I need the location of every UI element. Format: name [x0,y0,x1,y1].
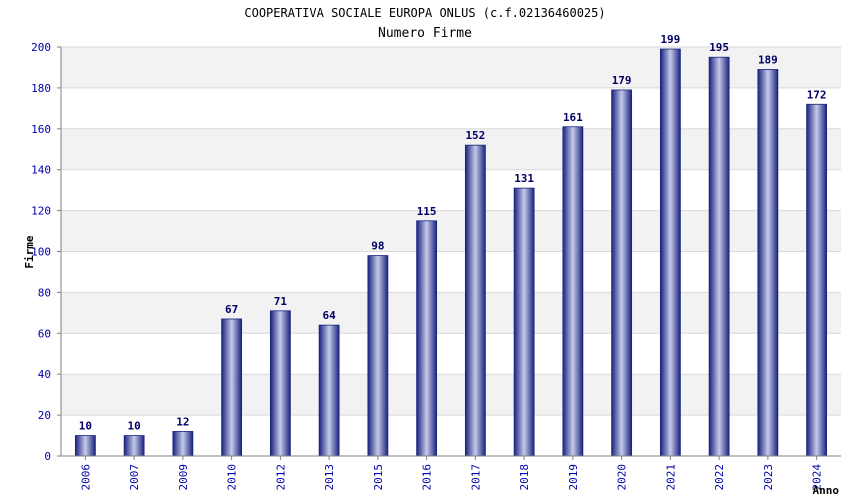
y-tick-label: 100 [31,246,51,259]
chart-subtitle: Numero Firme [378,26,472,41]
x-tick-labels: 2006 2007 2009 2010 2012 2013 2015 2016 2017 2018… [79,464,823,491]
bar-2023 [757,69,779,457]
data-label: 179 [612,74,632,87]
bar-2009 [172,431,194,457]
axes [57,46,841,460]
data-label: 131 [514,172,534,185]
x-tick-label: 2021 [664,464,677,491]
bar-2007 [123,435,145,457]
data-label: 189 [758,53,778,66]
x-tick-label: 2015 [372,464,385,491]
data-label: 161 [563,111,583,124]
x-tick-label: 2022 [713,464,726,491]
bars [74,48,828,457]
y-tick-label: 160 [31,123,51,136]
x-tick-label: 2019 [567,464,580,491]
bar-2020 [611,89,633,457]
y-tick-label: 180 [31,82,51,95]
y-tick-label: 120 [31,205,51,218]
bar-2013 [318,324,340,457]
x-tick-label: 2013 [323,464,336,491]
data-label: 10 [128,420,141,433]
x-tick-label: 2016 [421,464,434,491]
y-tick-label: 200 [31,41,51,54]
data-labels: 10 10 12 67 71 64 98 115 152 131 161 179 199 195 189 17… [79,33,827,433]
data-label: 67 [225,303,238,316]
data-label: 10 [79,420,92,433]
data-label: 152 [465,129,485,142]
data-label: 64 [323,309,337,322]
x-tick-label: 2009 [177,464,190,491]
x-tick-label: 2024 [811,464,824,491]
x-tick-label: 2018 [518,464,531,491]
x-tick-label: 2006 [79,464,92,491]
bar-2021 [659,48,681,457]
bar-2019 [562,126,584,457]
bar-2022 [708,56,730,457]
bar-2018 [513,187,535,457]
chart-title: COOPERATIVA SOCIALE EUROPA ONLUS (c.f.02… [244,6,605,20]
y-tick-label: 80 [38,286,51,299]
bar-2012 [269,310,291,457]
data-label: 195 [709,41,729,54]
x-tick-label: 2020 [616,464,629,491]
x-tick-label: 2010 [226,464,239,491]
data-label: 12 [176,415,189,428]
bar-2016 [416,220,438,457]
x-tick-label: 2012 [274,464,287,491]
bar-2017 [464,144,486,457]
data-label: 172 [807,88,827,101]
data-label: 98 [371,240,384,253]
x-tick-label: 2007 [128,464,141,491]
data-label: 71 [274,295,288,308]
bar-2024 [806,103,828,457]
bar-2006 [74,435,96,457]
y-tick-label: 0 [44,450,51,463]
y-tick-label: 20 [38,409,51,422]
x-tick-label: 2023 [762,464,775,491]
data-label: 115 [417,205,437,218]
bar-2015 [367,255,389,457]
x-tick-label: 2017 [469,464,482,491]
y-tick-label: 60 [38,327,51,340]
y-tick-labels: 0 20 40 60 80 100 120 140 160 180 200 [31,41,51,463]
bar-2010 [221,318,243,457]
x-axis-label: Anno [813,484,840,497]
data-label: 199 [660,33,680,46]
y-tick-label: 40 [38,368,51,381]
y-tick-label: 140 [31,164,51,177]
y-axis-label: Firme [23,235,36,268]
